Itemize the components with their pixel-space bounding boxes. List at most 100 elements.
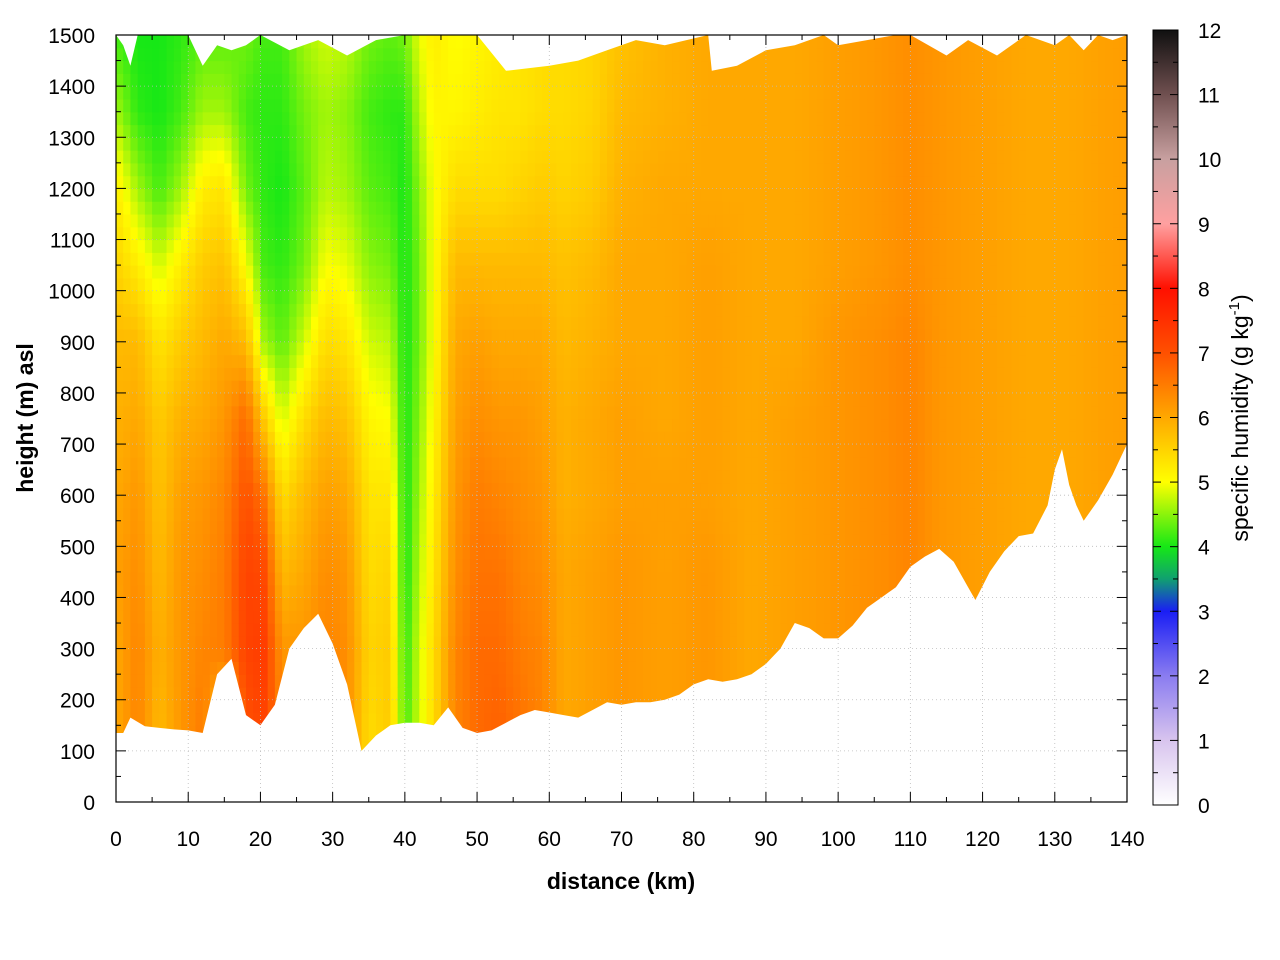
humidity-cell (585, 661, 594, 675)
humidity-cell (520, 546, 529, 560)
humidity-cell (296, 405, 305, 420)
humidity-cell (159, 623, 168, 637)
humidity-cell (440, 380, 449, 394)
humidity-cell (224, 623, 233, 637)
humidity-cell (672, 137, 680, 151)
humidity-cell (375, 341, 384, 356)
humidity-cell (426, 150, 435, 164)
humidity-cell (245, 86, 254, 100)
humidity-cell (585, 418, 594, 432)
humidity-cell (426, 380, 435, 394)
humidity-cell (303, 60, 312, 74)
humidity-cell (245, 201, 254, 215)
humidity-cell (202, 456, 211, 471)
humidity-cell (448, 699, 457, 714)
humidity-cell (672, 226, 680, 241)
humidity-cell (440, 469, 449, 484)
humidity-cell (426, 533, 435, 547)
humidity-cell (679, 367, 688, 381)
humidity-cell (570, 111, 579, 126)
humidity-cell (332, 418, 341, 432)
humidity-cell (534, 239, 543, 253)
humidity-cell (289, 405, 298, 420)
humidity-cell (173, 584, 182, 599)
humidity-cell (542, 367, 550, 381)
humidity-cell (513, 623, 521, 637)
humidity-cell (383, 47, 392, 62)
humidity-cell (188, 277, 197, 292)
humidity-cell (635, 482, 644, 496)
humidity-cell (520, 354, 529, 368)
humidity-cell (404, 239, 413, 253)
humidity-cell (664, 162, 673, 177)
humidity-cell (578, 571, 586, 586)
humidity-cell (491, 623, 500, 637)
humidity-cell (253, 712, 262, 726)
humidity-cell (180, 226, 189, 241)
humidity-cell (599, 418, 608, 432)
humidity-cell (708, 303, 716, 317)
humidity-cell (527, 431, 536, 445)
humidity-cell (650, 86, 659, 100)
humidity-cell (700, 469, 709, 484)
humidity-cell (426, 495, 435, 509)
humidity-cell (657, 354, 666, 368)
humidity-cell (130, 341, 139, 356)
humidity-cell (390, 380, 399, 394)
humidity-cell (397, 98, 406, 113)
humidity-cell (231, 341, 240, 356)
humidity-cell (607, 610, 615, 624)
humidity-cell (599, 469, 608, 484)
humidity-cell (397, 162, 406, 177)
humidity-cell (188, 674, 197, 688)
humidity-cell (563, 444, 572, 458)
humidity-cell (556, 456, 565, 471)
humidity-cell (657, 124, 666, 138)
humidity-cell (332, 124, 341, 138)
humidity-cell (693, 431, 702, 445)
humidity-cell (650, 303, 659, 317)
humidity-cell (325, 444, 334, 458)
humidity-cell (116, 699, 124, 714)
humidity-cell (303, 341, 312, 356)
humidity-cell (563, 674, 572, 688)
humidity-cell (672, 213, 680, 228)
humidity-cell (708, 610, 716, 624)
humidity-cell (173, 686, 182, 701)
humidity-cell (116, 213, 124, 228)
humidity-cell (130, 316, 139, 330)
humidity-cell (607, 367, 615, 381)
humidity-cell (347, 520, 355, 535)
humidity-cell (592, 226, 601, 241)
humidity-cell (368, 597, 377, 611)
humidity-cell (404, 418, 413, 432)
humidity-cell (339, 124, 348, 138)
humidity-cell (412, 699, 420, 714)
humidity-cell (563, 137, 572, 151)
humidity-cell (209, 623, 218, 637)
humidity-cell (513, 597, 521, 611)
humidity-cell (180, 35, 189, 49)
humidity-cell (404, 277, 413, 292)
humidity-cell (578, 137, 586, 151)
humidity-cell (310, 265, 319, 279)
humidity-cell (657, 137, 666, 151)
humidity-cell (260, 444, 269, 458)
humidity-cell (238, 469, 247, 484)
humidity-cell (477, 188, 485, 202)
humidity-cell (245, 265, 254, 279)
humidity-cell (202, 111, 211, 126)
humidity-cell (477, 431, 485, 445)
humidity-cell (195, 520, 204, 535)
humidity-cell (123, 533, 132, 547)
humidity-cell (607, 546, 615, 560)
humidity-cell (368, 150, 377, 164)
humidity-cell (152, 86, 160, 100)
humidity-cell (209, 418, 218, 432)
plot-area: 0 10 20 30 40 50 60 70 80 90 100 110 120 130 140 01002… (48, 25, 1144, 851)
humidity-cell (347, 303, 355, 317)
humidity-cell (448, 444, 457, 458)
humidity-cell (469, 98, 478, 113)
humidity-cell (397, 648, 406, 662)
humidity-cell (628, 674, 637, 688)
